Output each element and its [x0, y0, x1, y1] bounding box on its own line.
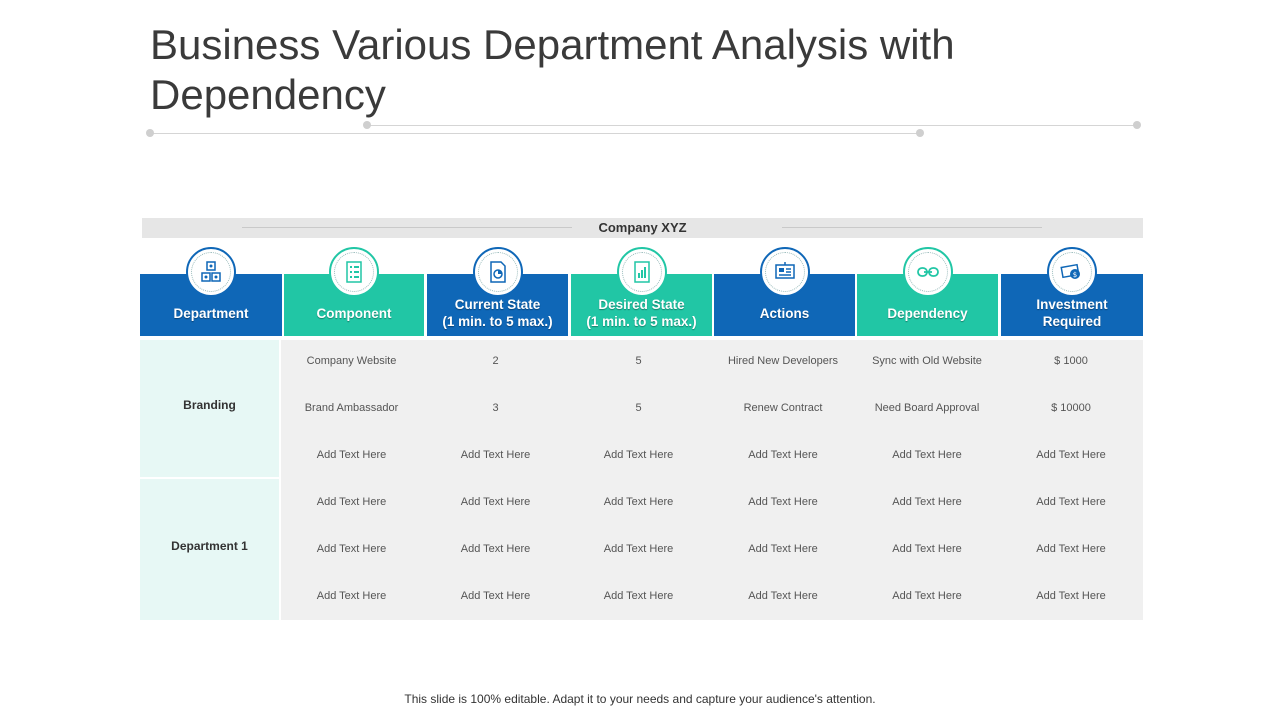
column-header-5: Dependency [857, 274, 998, 336]
table-cell: Add Text Here [603, 543, 674, 555]
table-cell: 5 [635, 402, 642, 414]
column-header-label: Actions [759, 305, 810, 321]
table-cell: $ 10000 [1051, 402, 1091, 414]
table-cell: Hired New Developers [727, 355, 839, 367]
table-cell: Add Text Here [316, 496, 387, 508]
table-cell: Add Text Here [748, 543, 818, 555]
divider-dot [1133, 121, 1141, 129]
department-label: Department 1 [171, 539, 248, 553]
table-cell: Add Text Here [460, 590, 531, 602]
title-divider-line [366, 125, 1137, 126]
header-icon-badge [329, 247, 379, 297]
header-icon-badge [902, 247, 953, 297]
column-header-label: Dependency [887, 305, 968, 321]
table-cell: 5 [635, 355, 642, 367]
table-cell: Company Website [306, 355, 397, 367]
table-cell: Add Text Here [1036, 543, 1106, 555]
footer-note: This slide is 100% editable. Adapt it to… [404, 692, 876, 706]
company-bar-line [782, 227, 1042, 228]
department-label: Branding [183, 398, 236, 412]
table-cell: Brand Ambassador [304, 402, 399, 414]
column-header-label: Investment Required [1036, 297, 1108, 329]
checklist-icon [334, 252, 374, 292]
table-body [281, 340, 1143, 620]
table-cell: Add Text Here [316, 590, 387, 602]
table-cell: Add Text Here [1036, 449, 1106, 461]
company-bar-line [242, 227, 572, 228]
table-cell: Renew Contract [743, 402, 823, 414]
table-cell: Add Text Here [892, 496, 962, 508]
table-cell: Add Text Here [460, 543, 531, 555]
money-icon: $ [1052, 252, 1092, 292]
column-header-label: Current State (1 min. to 5 max.) [442, 297, 553, 329]
header-icon-badge: $ [1047, 247, 1097, 297]
table-cell: Add Text Here [1036, 590, 1106, 602]
bar-chart-document-icon [621, 252, 662, 292]
presentation-board-icon [764, 252, 805, 292]
header-icon-badge [472, 247, 523, 297]
divider-dot [916, 129, 924, 137]
department-column-dept1 [140, 479, 279, 620]
table-cell: Add Text Here [316, 449, 387, 461]
table-cell: Add Text Here [748, 449, 818, 461]
table-cell: Add Text Here [748, 590, 818, 602]
company-name: Company XYZ [598, 220, 687, 235]
header-icon-badge [186, 247, 236, 297]
table-cell: $ 1000 [1054, 355, 1088, 367]
table-cell: Add Text Here [603, 496, 674, 508]
table-cell: Sync with Old Website [872, 355, 982, 367]
column-header-label: Component [316, 305, 392, 321]
divider-dot [363, 121, 371, 129]
header-icon-badge [759, 247, 810, 297]
table-cell: 2 [492, 355, 499, 367]
table-cell: Add Text Here [892, 449, 962, 461]
table-cell: 3 [492, 402, 499, 414]
table-cell: Add Text Here [892, 590, 962, 602]
departments-icon [191, 252, 231, 292]
table-cell: Add Text Here [603, 590, 674, 602]
department-column-branding [140, 340, 279, 477]
table-cell: Add Text Here [748, 496, 818, 508]
company-header: Company XYZ [142, 218, 1143, 238]
column-header-label: Department [173, 305, 249, 321]
table-cell: Add Text Here [460, 449, 531, 461]
title-divider-line [150, 133, 920, 134]
slide-title: Business Various Department Analysis wit… [150, 21, 955, 118]
table-cell: Add Text Here [460, 496, 531, 508]
divider-dot [146, 129, 154, 137]
column-header-label: Desired State (1 min. to 5 max.) [586, 297, 697, 329]
table-cell: Need Board Approval [874, 402, 980, 414]
table-cell: Add Text Here [1036, 496, 1106, 508]
column-header-2: Current State (1 min. to 5 max.) [427, 274, 568, 336]
table-cell: Add Text Here [603, 449, 674, 461]
table-cell: Add Text Here [316, 543, 387, 555]
svg-text:$: $ [1073, 271, 1077, 279]
pie-chart-document-icon [477, 252, 518, 292]
table-cell: Add Text Here [892, 543, 962, 555]
header-icon-badge [616, 247, 667, 297]
link-chain-icon [907, 252, 948, 292]
